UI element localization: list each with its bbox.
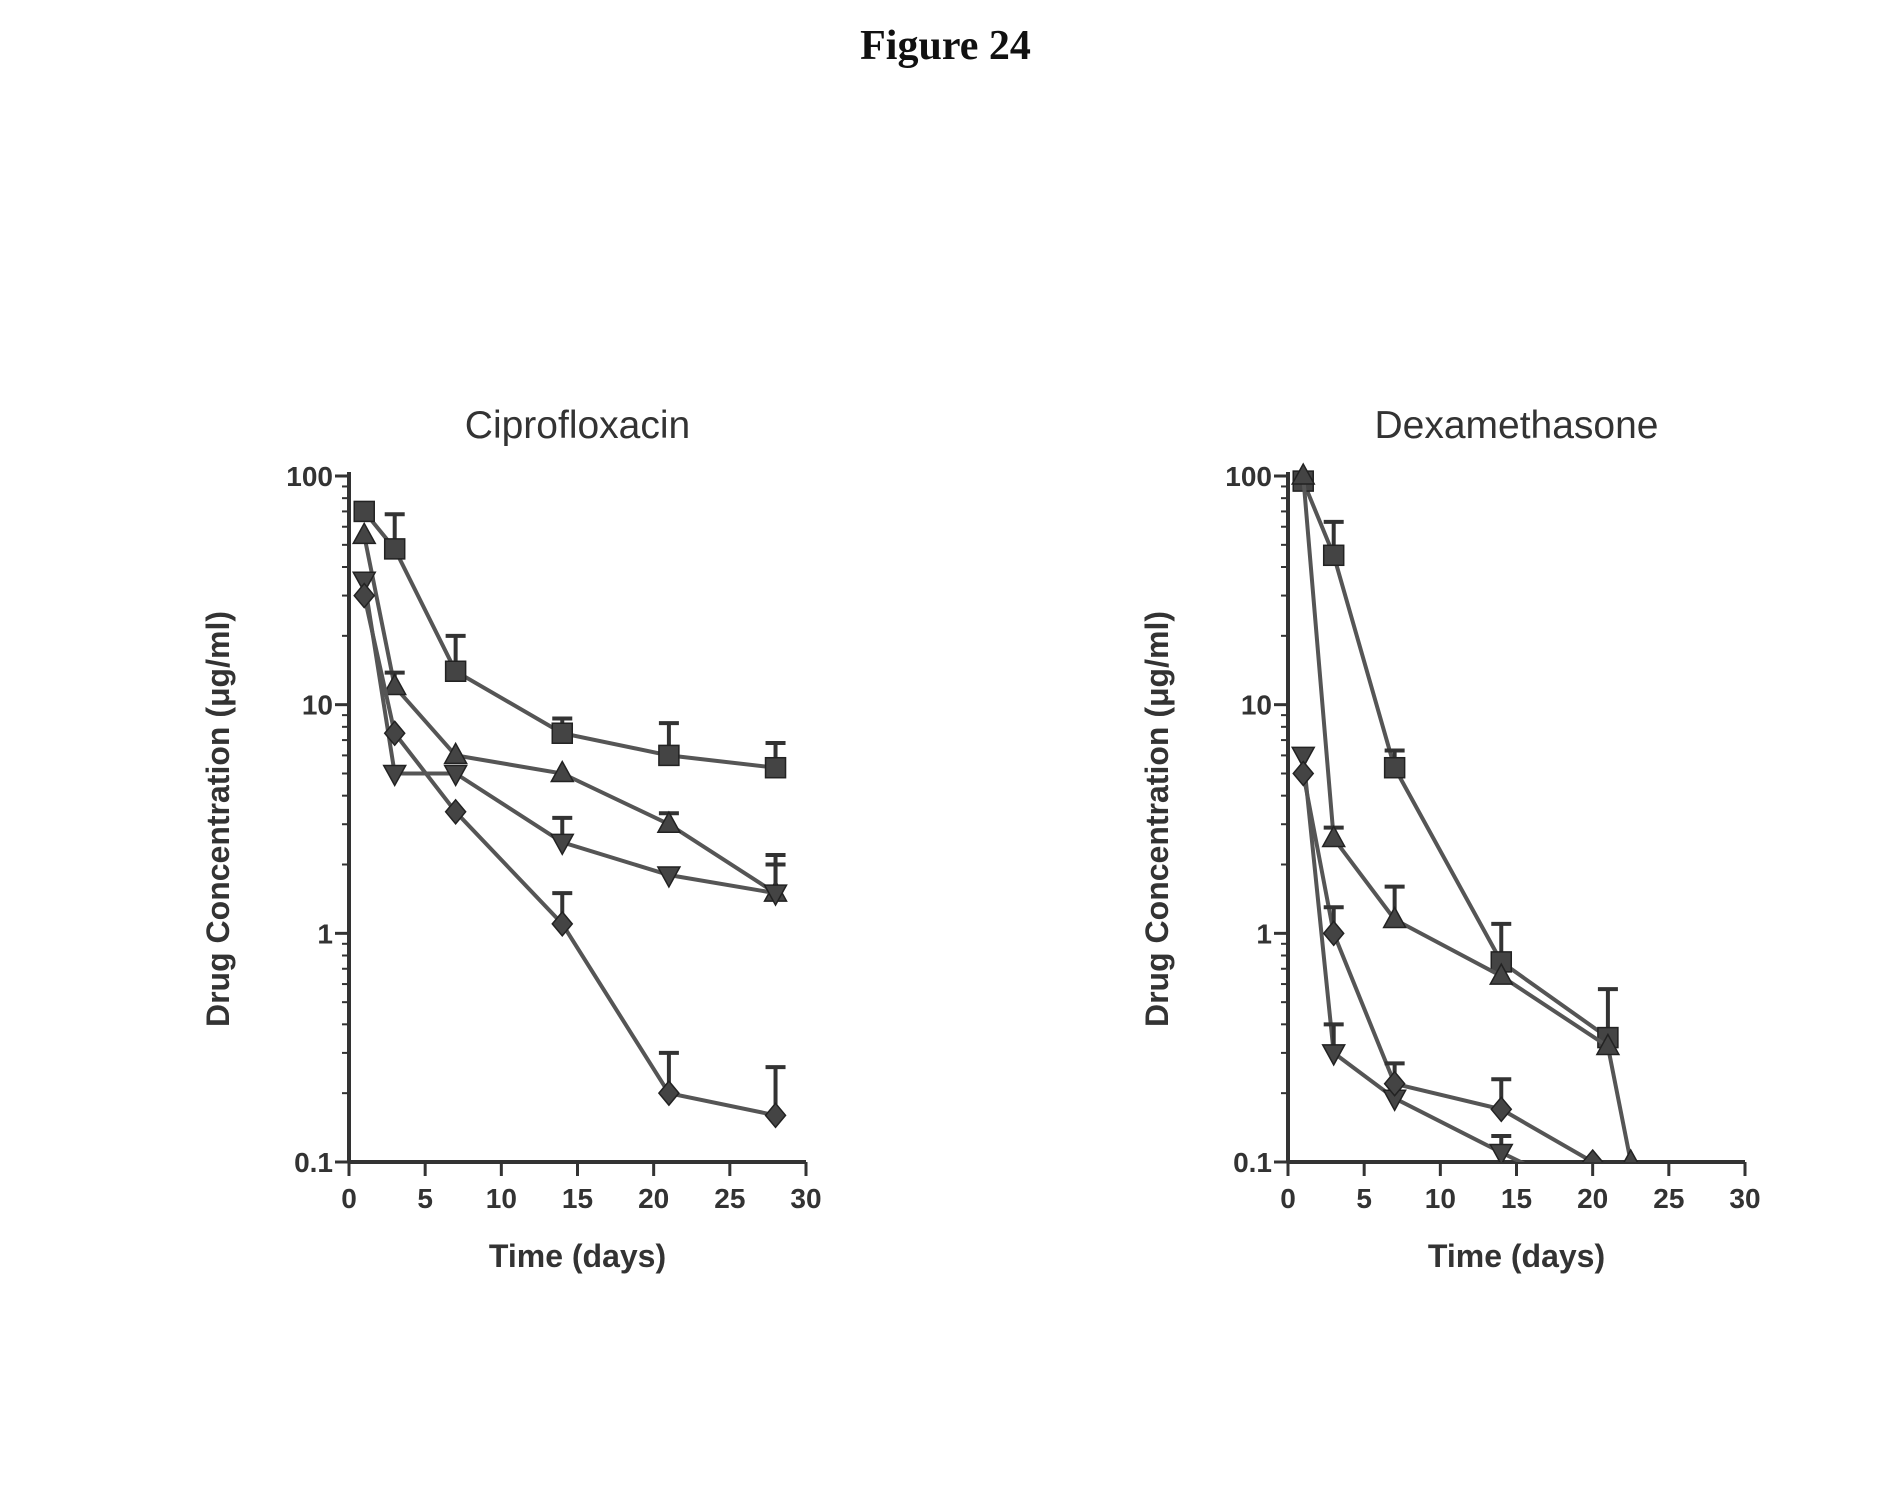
- data-point: [1322, 544, 1345, 567]
- figure-title: Figure 24: [860, 23, 1031, 69]
- data-point: [1382, 905, 1407, 929]
- series-square: [353, 500, 787, 779]
- y-tick-label: 1: [1256, 918, 1272, 949]
- plot-title: Ciprofloxacin: [465, 404, 690, 447]
- data-point: [1488, 962, 1514, 985]
- data-point: [443, 741, 468, 765]
- data-layer: [351, 500, 788, 1129]
- data-point: [549, 833, 575, 856]
- data-point: [443, 764, 468, 788]
- x-tick-label: 5: [417, 1183, 433, 1214]
- y-tick-label: 10: [1241, 690, 1272, 721]
- series-diamond: [353, 582, 787, 1129]
- y-tick-label: 10: [302, 690, 333, 721]
- data-point: [353, 500, 375, 523]
- x-tick-label: 10: [486, 1183, 517, 1214]
- series-line: [362, 595, 776, 1118]
- series-triangle: [1290, 462, 1639, 1162]
- data-point: [351, 571, 377, 594]
- x-tick-label: 25: [1653, 1183, 1684, 1214]
- x-tick-label: 30: [1729, 1183, 1760, 1214]
- data-point: [1581, 1148, 1604, 1162]
- data-point: [1321, 824, 1346, 848]
- x-tick-label: 20: [1577, 1183, 1608, 1214]
- data-point: [444, 798, 467, 825]
- x-tick-label: 0: [1280, 1183, 1296, 1214]
- data-point: [1322, 920, 1345, 947]
- data-point: [1488, 1143, 1514, 1162]
- data-point: [1490, 1096, 1513, 1123]
- x-axis-label: Time (days): [1428, 1238, 1605, 1274]
- y-tick-label: 0.1: [294, 1147, 333, 1178]
- y-axis-label: Drug Concentration (μg/ml): [200, 611, 236, 1027]
- x-axis-label: Time (days): [489, 1238, 666, 1274]
- data-layer: [1290, 462, 1639, 1162]
- data-point: [764, 1102, 787, 1129]
- data-point: [1595, 1032, 1621, 1056]
- series-square: [1292, 470, 1619, 1049]
- x-tick-label: 20: [638, 1183, 669, 1214]
- data-point: [382, 673, 407, 696]
- y-axis-label: Drug Concentration (μg/ml): [1139, 611, 1175, 1027]
- series-inverted-triangle: [351, 571, 788, 907]
- x-tick-label: 10: [1425, 1183, 1456, 1214]
- data-point: [383, 720, 406, 747]
- data-point: [657, 1079, 680, 1107]
- series-line: [362, 535, 777, 895]
- plot-title: Dexamethasone: [1374, 404, 1658, 447]
- x-tick-label: 15: [562, 1183, 593, 1214]
- data-point: [1292, 760, 1315, 787]
- data-point: [551, 722, 574, 744]
- series-line: [1301, 773, 1594, 1162]
- x-tick-label: 30: [790, 1183, 821, 1214]
- plot-2: Dexamethasone 0.1 1 10 100 0 5 10 15 20 25 30 Time (…: [1139, 404, 1761, 1274]
- data-point: [763, 884, 788, 907]
- data-point: [353, 582, 376, 609]
- series-line: [1301, 475, 1633, 1162]
- data-point: [1383, 756, 1406, 779]
- data-point: [1623, 1148, 1639, 1162]
- data-point: [444, 660, 467, 683]
- data-point: [658, 744, 680, 767]
- data-point: [656, 866, 682, 889]
- series-line: [362, 579, 776, 896]
- data-point: [1383, 1070, 1406, 1097]
- data-point: [764, 756, 787, 779]
- plot-1: Ciprofloxacin 0.1 1 10 100 0 5 10 15 20 25 30 Time (…: [200, 404, 822, 1274]
- data-point: [1290, 462, 1316, 485]
- series-line: [1301, 755, 1526, 1162]
- data-point: [1321, 1044, 1346, 1067]
- x-tick-label: 0: [341, 1183, 357, 1214]
- data-point: [549, 759, 575, 783]
- series-line: [1301, 480, 1610, 1040]
- y-tick-label: 100: [1225, 461, 1272, 492]
- data-point: [656, 810, 682, 833]
- x-tick-label: 15: [1501, 1183, 1532, 1214]
- data-point: [551, 910, 574, 938]
- x-tick-label: 5: [1356, 1183, 1372, 1214]
- data-point: [383, 538, 406, 560]
- data-point: [351, 521, 377, 545]
- y-tick-label: 1: [317, 918, 333, 949]
- x-tick-label: 25: [714, 1183, 745, 1214]
- data-point: [382, 764, 407, 788]
- y-tick-label: 100: [286, 461, 333, 492]
- data-point: [1290, 746, 1316, 769]
- series-diamond: [1292, 760, 1604, 1162]
- y-tick-label: 0.1: [1233, 1147, 1272, 1178]
